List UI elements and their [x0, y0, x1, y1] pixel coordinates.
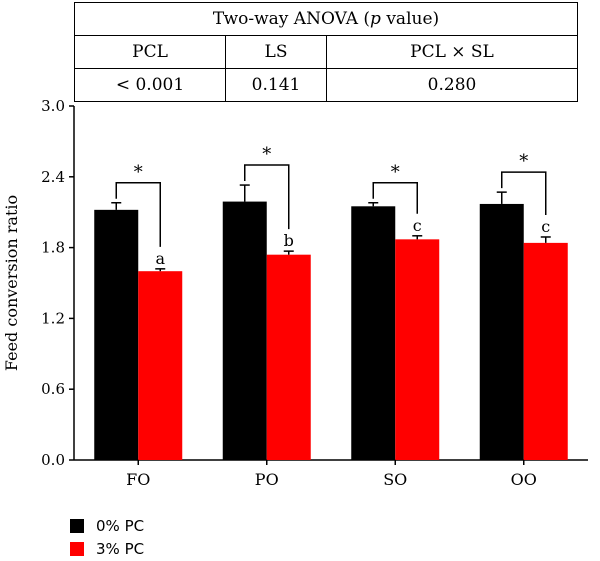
y-axis-label: Feed conversion ratio	[2, 195, 21, 371]
x-tick-label-po: PO	[255, 470, 279, 489]
bar-so-series-0	[351, 206, 396, 460]
significance-star-po: *	[262, 144, 271, 165]
legend-swatch-0pc	[70, 518, 84, 533]
bar-oo-series-0	[479, 203, 524, 460]
y-tick-label-3: 1.8	[41, 239, 65, 257]
bar-oo-series-1	[523, 242, 568, 460]
letter-so: c	[413, 216, 422, 235]
significance-bracket-po	[244, 164, 290, 230]
anova-value-pcl: < 0.001	[74, 68, 226, 102]
letter-oo: c	[541, 217, 550, 236]
anova-value-interaction: 0.280	[326, 68, 578, 102]
x-tick-label-so: SO	[383, 470, 407, 489]
x-tick-label-fo: FO	[126, 470, 150, 489]
significance-bracket-oo	[501, 171, 547, 215]
anova-header-pcl: PCL	[74, 35, 226, 69]
significance-bracket-so	[372, 182, 418, 214]
bar-fo-series-0	[94, 209, 139, 460]
anova-table: Two-way ANOVA (p value) PCL LS PCL × SL …	[74, 2, 578, 102]
x-tick-label-oo: OO	[511, 470, 537, 489]
y-tick-label-2: 1.2	[41, 309, 65, 327]
y-tick-label-0: 0.0	[41, 451, 65, 469]
y-tick-label-4: 2.4	[41, 168, 65, 186]
bar-po-series-0	[222, 201, 267, 460]
bar-po-series-1	[266, 254, 311, 460]
legend-label-3pc: 3% PC	[96, 539, 145, 558]
significance-bracket-fo	[115, 182, 161, 247]
letter-po: b	[284, 231, 294, 250]
bar-fo-series-1	[138, 271, 183, 460]
bar-chart: 0.0 0.6 1.2 1.8 2.4 3.0 Feed conversion ratio F…	[2, 97, 588, 489]
anova-header-interaction: PCL × SL	[326, 35, 578, 69]
legend-item-0pc: 0% PC	[70, 514, 144, 537]
bar-so-series-1	[395, 239, 440, 460]
legend: 0% PC 3% PC	[70, 514, 144, 560]
anova-value-ls: 0.141	[225, 68, 327, 102]
legend-label-0pc: 0% PC	[96, 516, 145, 535]
y-tick-label-5: 3.0	[41, 97, 65, 115]
legend-swatch-3pc	[70, 541, 84, 556]
anova-table-title: Two-way ANOVA (p value)	[74, 2, 578, 36]
y-tick-label-1: 0.6	[41, 380, 65, 398]
letter-fo: a	[155, 249, 165, 268]
significance-star-oo: *	[519, 151, 528, 172]
significance-star-fo: *	[134, 162, 143, 183]
legend-item-3pc: 3% PC	[70, 537, 144, 560]
significance-star-so: *	[391, 162, 400, 183]
